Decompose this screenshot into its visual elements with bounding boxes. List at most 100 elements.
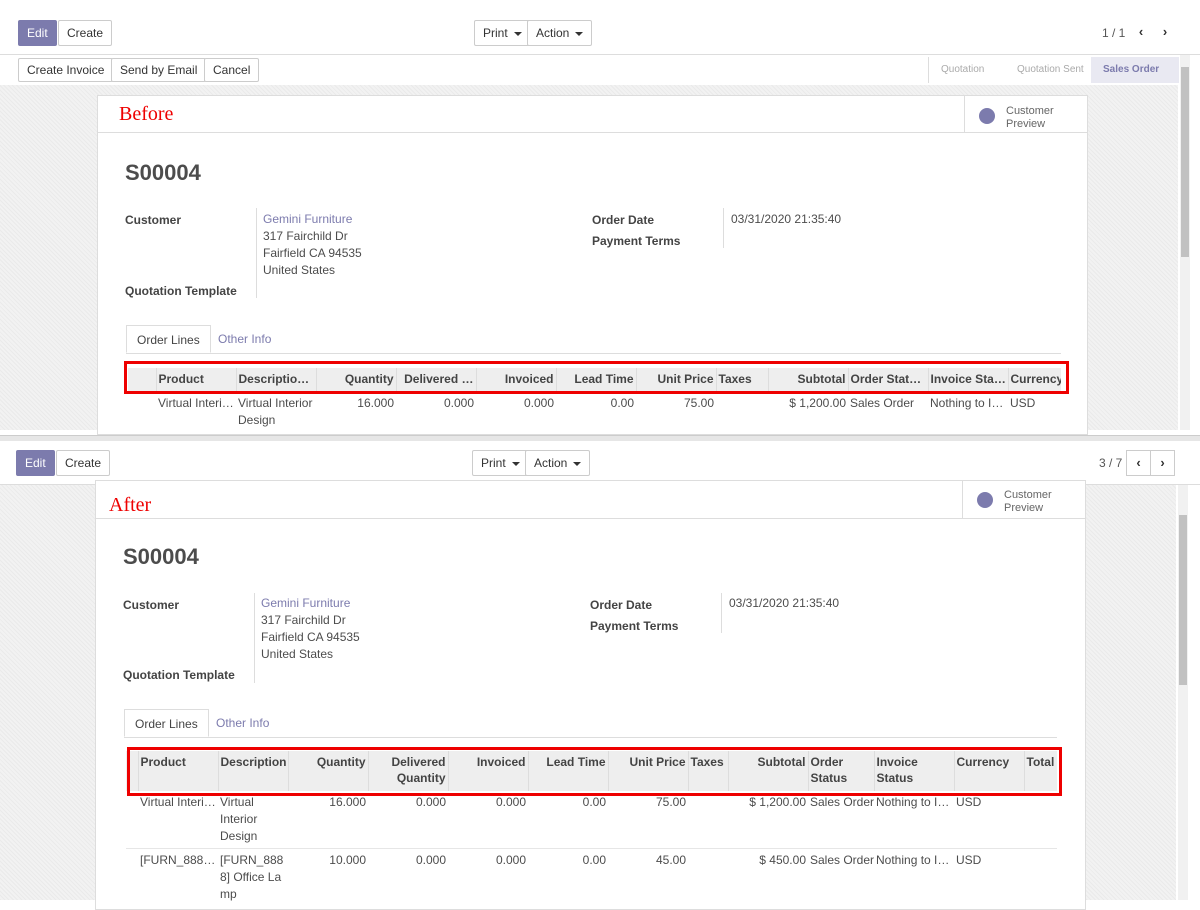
column-header[interactable]: Unit Price [607, 751, 688, 791]
column-header[interactable]: Invoiced [475, 368, 556, 392]
chevron-left-icon[interactable]: ‹ [1126, 450, 1151, 476]
print-dropdown[interactable]: Print [472, 450, 529, 476]
chevron-right-icon[interactable]: › [1150, 450, 1175, 476]
table-header-row: Product Descriptio… Quantity Delivered …… [128, 368, 1061, 392]
chevron-left-icon[interactable]: ‹ [1138, 24, 1144, 39]
scrollbar[interactable] [1178, 485, 1188, 900]
tab-order-lines[interactable]: Order Lines [124, 709, 209, 737]
customer-preview-button[interactable]: Customer Preview [962, 481, 1085, 518]
cell-product: [FURN_888… [140, 853, 216, 867]
column-header[interactable]: Order Stat… [847, 368, 928, 392]
highlight-box [124, 361, 1069, 394]
scrollbar-thumb[interactable] [1181, 67, 1189, 257]
print-label: Print [483, 26, 508, 40]
cancel-button[interactable]: Cancel [204, 58, 260, 82]
divider [0, 54, 1200, 55]
cell-quantity: 16.000 [357, 396, 394, 410]
edit-button[interactable]: Edit [18, 20, 57, 46]
status-quotation-sent[interactable]: Quotation Sent [1017, 64, 1084, 75]
cell-lead-time: 0.00 [582, 795, 606, 809]
column-header[interactable]: Taxes [687, 751, 728, 791]
cell-lead-time: 0.00 [610, 396, 634, 410]
cell-invoiced: 0.000 [495, 853, 526, 867]
cell-product: Virtual Interi… [158, 396, 234, 410]
panel-separator [0, 435, 1200, 441]
action-dropdown[interactable]: Action [527, 20, 593, 46]
chevron-right-icon[interactable]: › [1162, 24, 1168, 39]
column-header[interactable]: Lead Time [527, 751, 608, 791]
create-button[interactable]: Create [56, 450, 111, 476]
send-email-button[interactable]: Send by Email [111, 58, 207, 82]
annotation-label: After [109, 494, 152, 516]
column-header[interactable]: Delivered … [395, 368, 476, 392]
cell-delivered: 0.000 [443, 396, 474, 410]
column-header[interactable]: Subtotal [727, 751, 808, 791]
caret-down-icon [573, 461, 582, 466]
cell-order-status: Sales Order [810, 853, 874, 867]
cell-invoice-status: Nothing to I… [930, 396, 1004, 410]
column-header[interactable]: Total T [1023, 751, 1057, 791]
customer-address-line: United States [263, 263, 336, 277]
cell-lead-time: 0.00 [582, 853, 606, 867]
caret-down-icon [513, 31, 522, 36]
column-header[interactable]: Invoice Status [873, 751, 954, 791]
caret-down-icon [511, 461, 520, 466]
cell-order-status: Sales Order [810, 795, 874, 809]
table-row[interactable]: [FURN_888… [FURN_8888] Office Lamp 10.00… [126, 849, 1057, 907]
divider [124, 737, 1057, 738]
scrollbar-thumb[interactable] [1179, 515, 1187, 685]
column-header[interactable]: Currency [1007, 368, 1061, 392]
column-header[interactable]: Unit Price [635, 368, 716, 392]
column-header[interactable]: Product [137, 751, 218, 791]
column-header[interactable]: Subtotal [767, 368, 848, 392]
cell-invoiced: 0.000 [523, 396, 554, 410]
cell-invoice-status: Nothing to I… [876, 795, 950, 809]
cell-total [1024, 791, 1057, 849]
tab-order-lines[interactable]: Order Lines [126, 325, 211, 353]
column-header[interactable]: Descriptio… [235, 368, 316, 392]
divider [96, 518, 1085, 519]
edit-button[interactable]: Edit [16, 450, 55, 476]
table-header-row: Product Description Quantity Delivered Q… [126, 751, 1057, 791]
table-row[interactable]: Virtual Interi… Virtual Interior Design … [128, 392, 1061, 432]
tab-other-info[interactable]: Other Info [216, 716, 270, 730]
annotation-label: Before [119, 103, 174, 125]
divider [256, 208, 257, 298]
create-button[interactable]: Create [58, 20, 113, 46]
scrollbar[interactable] [1180, 55, 1190, 430]
customer-label: Customer [125, 213, 182, 227]
status-quotation[interactable]: Quotation [941, 64, 985, 75]
column-header[interactable]: Delivered Quantity [367, 751, 448, 791]
customer-link[interactable]: Gemini Furniture [263, 212, 353, 226]
column-header[interactable]: Lead Time [555, 368, 636, 392]
customer-link[interactable]: Gemini Furniture [261, 596, 351, 610]
table-row[interactable]: Virtual Interi… Virtual Interior Design … [126, 791, 1057, 849]
column-header[interactable]: Quantity [315, 368, 396, 392]
action-dropdown[interactable]: Action [525, 450, 591, 476]
column-header[interactable]: Product [155, 368, 236, 392]
create-invoice-button[interactable]: Create Invoice [18, 58, 114, 82]
column-header[interactable]: Currency [953, 751, 1024, 791]
status-sales-order[interactable]: Sales Order [1091, 57, 1179, 83]
customer-label: Customer [123, 598, 180, 612]
payment-terms-label: Payment Terms [590, 619, 679, 633]
print-dropdown[interactable]: Print [474, 20, 531, 46]
globe-icon [977, 492, 993, 508]
column-header[interactable]: Description [217, 751, 288, 791]
tab-other-info[interactable]: Other Info [218, 332, 272, 346]
cell-taxes [716, 392, 768, 432]
column-header[interactable]: Invoice Sta… [927, 368, 1008, 392]
customer-preview-button[interactable]: Customer Preview [964, 96, 1087, 132]
order-date-value: 03/31/2020 21:35:40 [729, 596, 840, 610]
cell-quantity: 10.000 [329, 853, 366, 867]
divider [126, 353, 1061, 354]
column-header[interactable]: Quantity [287, 751, 368, 791]
cell-taxes [688, 791, 728, 849]
cell-delivered: 0.000 [415, 795, 446, 809]
customer-preview-label: Customer Preview [1004, 489, 1052, 514]
column-header[interactable]: Invoiced [447, 751, 528, 791]
order-date-value: 03/31/2020 21:35:40 [731, 212, 842, 226]
column-header[interactable]: Taxes [715, 368, 768, 392]
column-header[interactable]: Order Status [807, 751, 874, 791]
cell-subtotal: $ 1,200.00 [749, 795, 806, 809]
